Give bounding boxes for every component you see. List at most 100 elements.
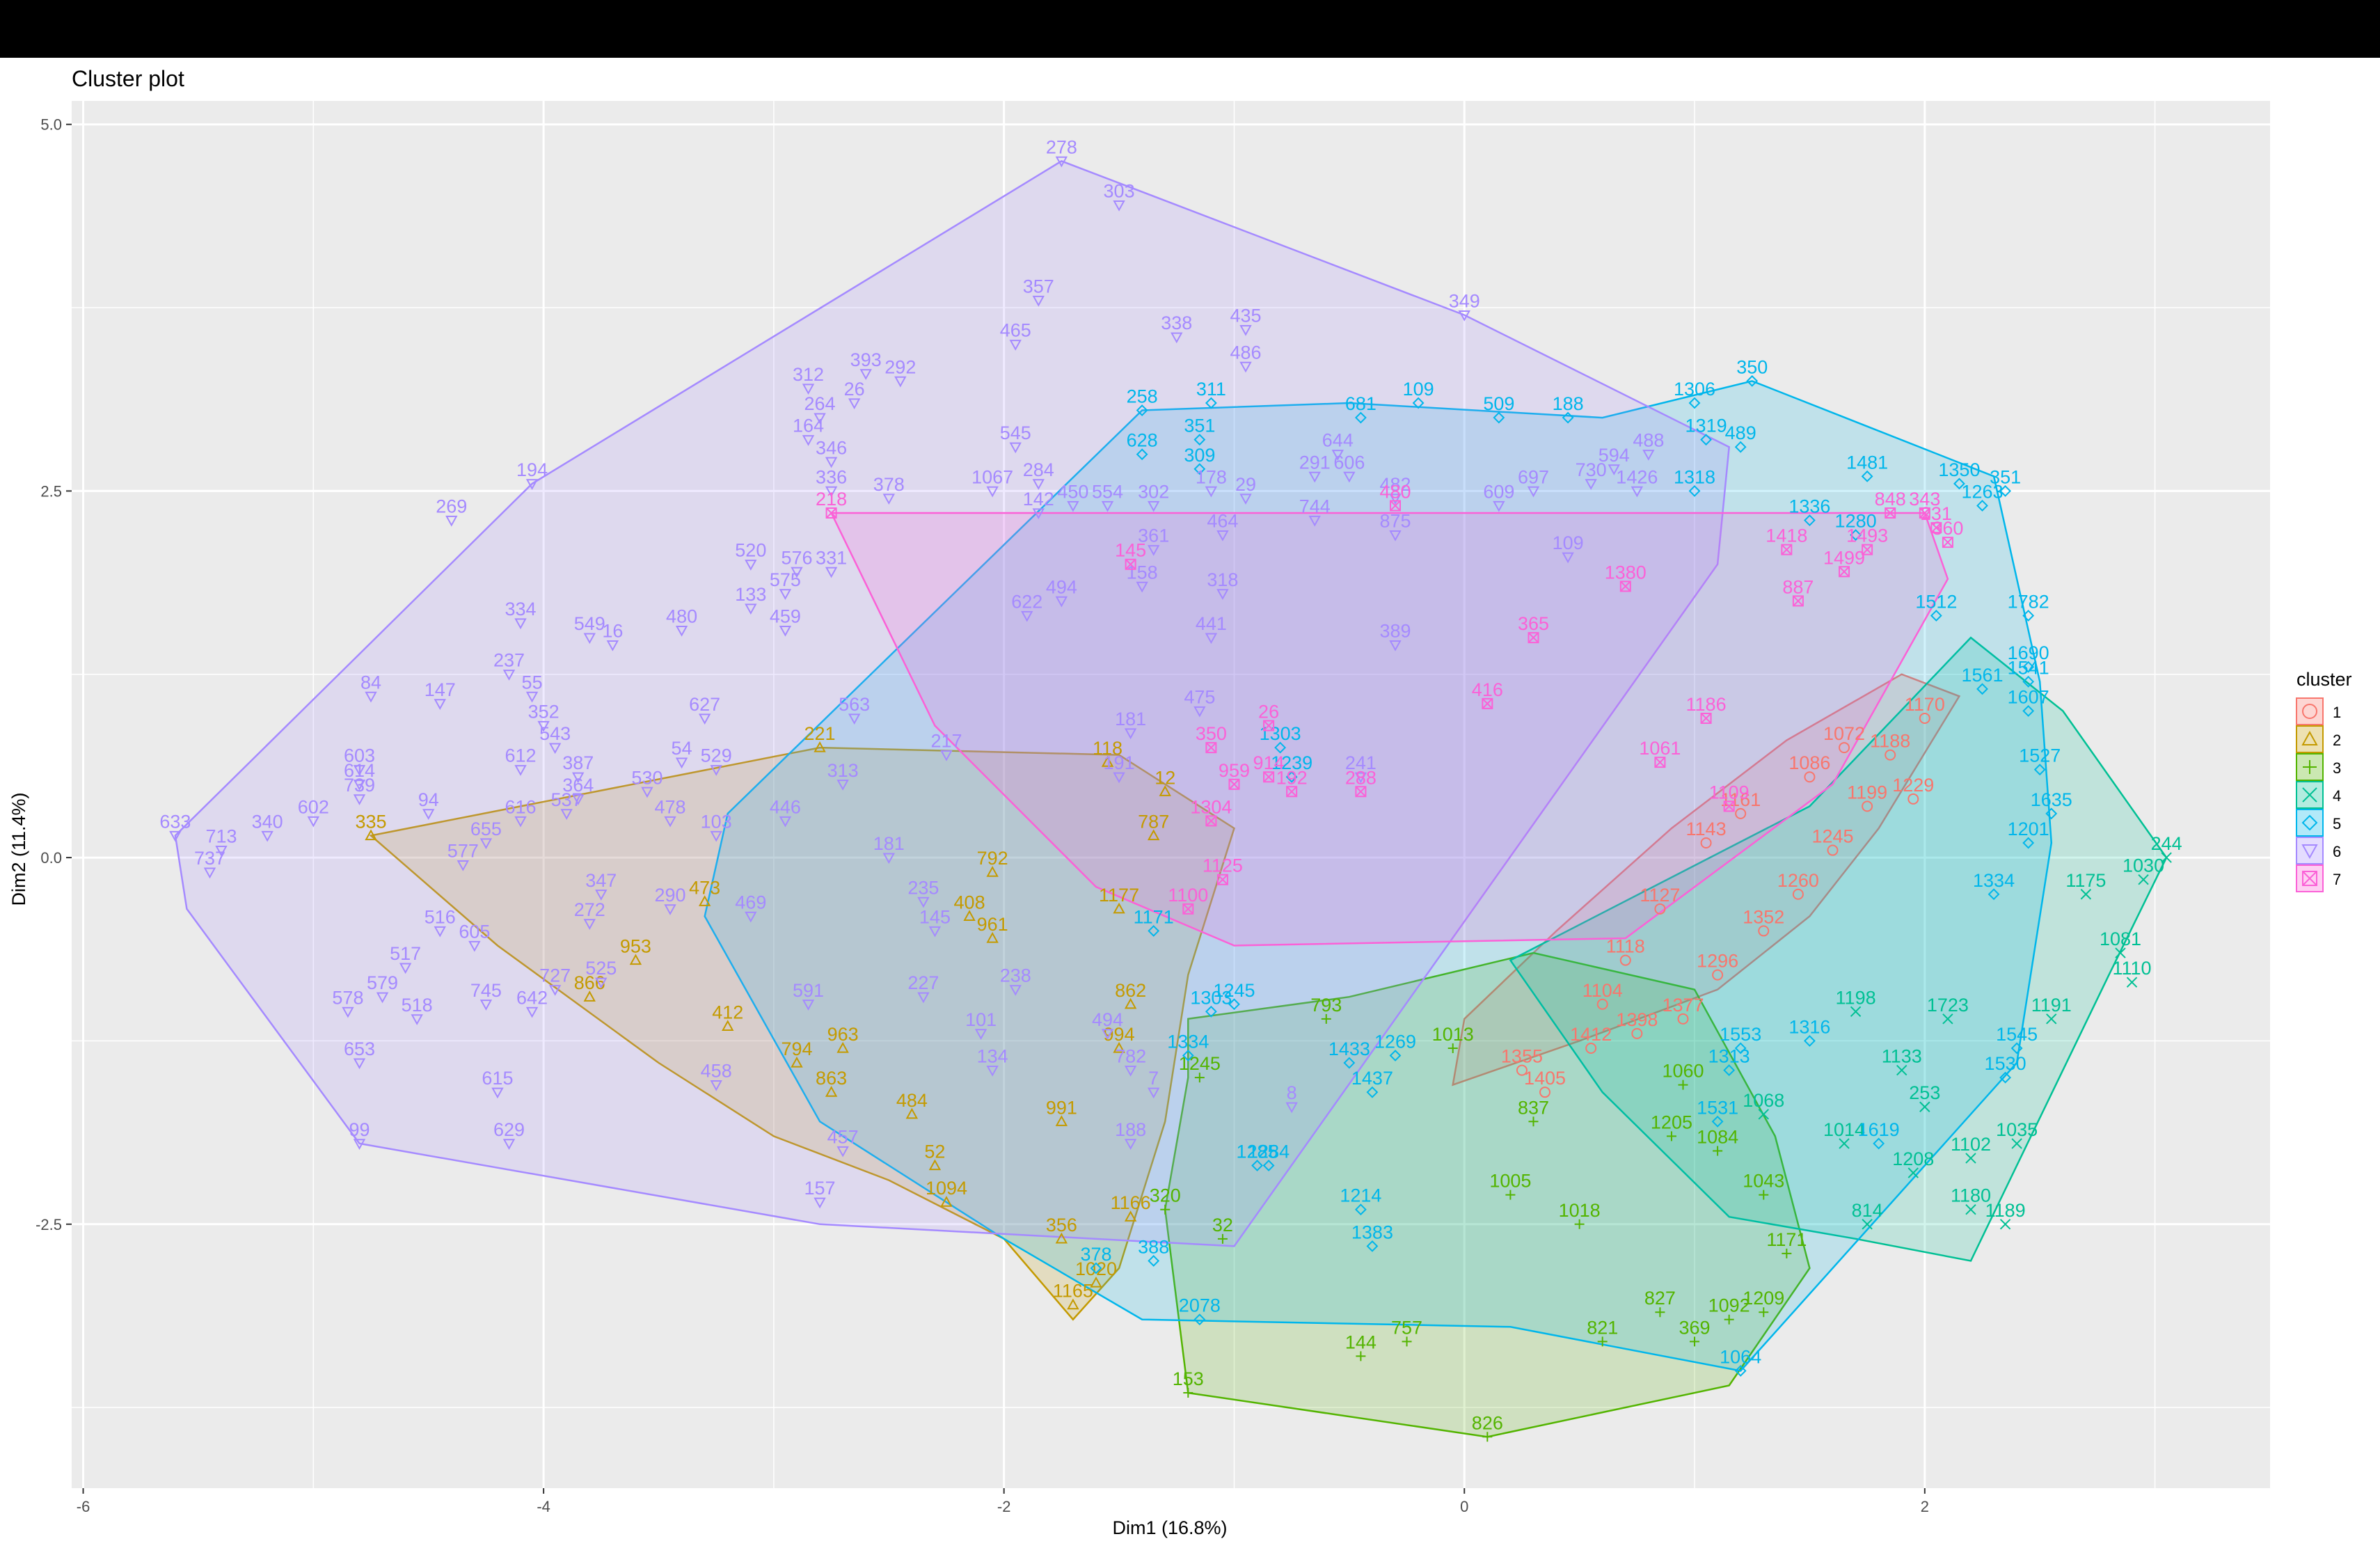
point-label: 408 (954, 892, 985, 913)
data-point (2022, 705, 2035, 717)
point-label: 1013 (1432, 1024, 1474, 1045)
point-label: 459 (770, 606, 801, 627)
data-point (1356, 1351, 1366, 1361)
data-point (1113, 1041, 1125, 1053)
point-label: 1068 (1743, 1090, 1784, 1111)
point-label: 1020 (1075, 1258, 1117, 1279)
data-point (986, 931, 999, 943)
point-label: 302 (1138, 481, 1169, 502)
point-label: 794 (781, 1038, 812, 1059)
data-point (1147, 1087, 1160, 1099)
point-label: 484 (896, 1090, 928, 1111)
x-axis-label: Dim1 (16.8%) (1112, 1517, 1227, 1538)
point-label: 365 (1518, 613, 1549, 634)
data-point (986, 486, 999, 498)
point-label: 1198 (1836, 987, 1876, 1008)
data-point (572, 772, 585, 784)
point-label: 291 (1299, 452, 1331, 473)
data-point (1734, 1042, 1747, 1055)
point-label: 594 (1598, 445, 1630, 466)
point-label: 1081 (2100, 929, 2141, 949)
point-label: 16 (602, 621, 623, 642)
data-point (1113, 772, 1125, 784)
point-label: 84 (360, 672, 381, 693)
point-label: 792 (977, 848, 1008, 869)
data-point (1032, 508, 1045, 520)
data-point (1205, 742, 1217, 754)
data-point (1009, 985, 1022, 996)
data-point (1124, 1139, 1137, 1150)
data-point (1055, 596, 1068, 608)
data-point (675, 625, 688, 637)
data-point (1160, 1204, 1171, 1215)
point-label: 529 (701, 745, 732, 766)
point-label: 744 (1299, 496, 1331, 517)
data-point (1574, 1219, 1585, 1229)
data-point (963, 910, 976, 921)
data-point (1942, 1013, 1953, 1025)
point-label: 642 (516, 987, 548, 1008)
data-point (434, 699, 446, 710)
data-point (1608, 464, 1620, 475)
data-point (1447, 1043, 1458, 1053)
y-tick-label: -2.5 (35, 1216, 62, 1233)
point-label: 103 (701, 811, 732, 832)
legend-item-5: 5 (2296, 809, 2341, 837)
data-point (572, 794, 585, 805)
point-label: 457 (827, 1126, 859, 1147)
point-label: 244 (2151, 833, 2182, 854)
data-point (1688, 397, 1701, 409)
data-point (1205, 486, 1218, 498)
point-label: 478 (655, 796, 686, 817)
data-point (1355, 786, 1367, 798)
point-label: 1180 (1951, 1185, 1991, 1206)
point-label: 350 (1196, 723, 1227, 744)
point-label: 1061 (1639, 738, 1681, 759)
data-point (802, 384, 815, 395)
data-point (1782, 1248, 1792, 1258)
data-point (791, 1056, 803, 1068)
legend-marker (2301, 814, 2318, 831)
point-label: 181 (873, 833, 905, 854)
data-point (1850, 1006, 1862, 1018)
data-point (365, 691, 377, 703)
point-label: 272 (574, 899, 605, 920)
point-label: 1280 (1835, 511, 1877, 532)
point-label: 269 (436, 496, 467, 517)
point-label: 144 (1345, 1332, 1377, 1352)
point-label: 1165 (1053, 1281, 1093, 1302)
data-point (1354, 411, 1367, 424)
point-label: 1208 (1892, 1148, 1934, 1169)
data-point (894, 376, 907, 388)
point-label: 518 (402, 995, 433, 1016)
point-label: 480 (1379, 481, 1411, 502)
data-point (1321, 1013, 1331, 1024)
point-label: 1229 (1892, 775, 1934, 796)
data-point (698, 895, 711, 906)
point-label: 1171 (1766, 1229, 1807, 1250)
point-label: 1561 (1961, 665, 2003, 686)
point-label: 821 (1587, 1317, 1618, 1338)
data-point (1976, 683, 1988, 695)
data-point (1389, 493, 1402, 505)
data-point (1124, 1210, 1137, 1222)
point-label: 1188 (1870, 731, 1910, 752)
data-point (203, 867, 216, 879)
data-point (491, 1087, 504, 1099)
point-label: 318 (1207, 569, 1238, 590)
data-point (1412, 397, 1425, 409)
point-label: 142 (1023, 489, 1054, 510)
point-label: 549 (574, 613, 605, 634)
data-point (514, 816, 527, 828)
point-label: 612 (505, 745, 537, 766)
point-label: 109 (1553, 532, 1584, 553)
point-label: 465 (1000, 320, 1031, 341)
y-axis-label: Dim2 (11.4%) (8, 792, 29, 906)
point-label: 1201 (2008, 819, 2049, 839)
data-point (1482, 697, 1493, 709)
data-point (422, 809, 435, 820)
point-label: 616 (505, 796, 537, 817)
data-point (365, 829, 377, 841)
data-point (445, 515, 458, 527)
